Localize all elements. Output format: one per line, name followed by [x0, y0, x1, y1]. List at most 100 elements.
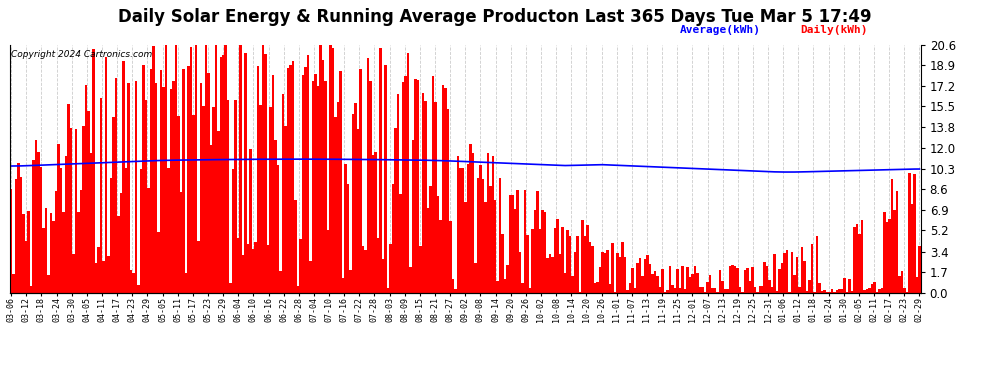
Bar: [507, 266, 509, 292]
Bar: [187, 66, 189, 292]
Bar: [20, 177, 23, 292]
Bar: [210, 145, 212, 292]
Bar: [30, 286, 33, 292]
Text: Daily(kWh): Daily(kWh): [801, 25, 868, 35]
Bar: [454, 288, 456, 292]
Bar: [69, 128, 72, 292]
Bar: [689, 277, 691, 292]
Bar: [763, 262, 766, 292]
Bar: [642, 276, 644, 292]
Bar: [873, 282, 876, 292]
Bar: [254, 242, 257, 292]
Bar: [245, 53, 247, 292]
Bar: [354, 104, 356, 292]
Bar: [886, 222, 888, 292]
Bar: [205, 45, 207, 292]
Bar: [429, 186, 432, 292]
Bar: [80, 190, 82, 292]
Bar: [322, 60, 325, 292]
Bar: [330, 45, 332, 292]
Bar: [502, 234, 504, 292]
Bar: [125, 168, 127, 292]
Bar: [848, 279, 850, 292]
Bar: [709, 275, 711, 292]
Bar: [908, 172, 911, 292]
Bar: [159, 70, 162, 292]
Bar: [901, 272, 903, 292]
Bar: [364, 250, 366, 292]
Bar: [10, 189, 13, 292]
Bar: [651, 274, 653, 292]
Bar: [542, 210, 544, 292]
Bar: [561, 227, 564, 292]
Bar: [202, 106, 205, 292]
Bar: [184, 273, 187, 292]
Bar: [394, 128, 397, 292]
Bar: [806, 291, 809, 292]
Bar: [534, 210, 537, 292]
Bar: [896, 190, 898, 292]
Bar: [701, 287, 704, 292]
Bar: [138, 285, 140, 292]
Bar: [629, 284, 632, 292]
Bar: [888, 219, 891, 292]
Bar: [666, 290, 668, 292]
Bar: [711, 288, 714, 292]
Bar: [356, 129, 359, 292]
Bar: [903, 288, 906, 292]
Bar: [694, 266, 696, 292]
Bar: [279, 271, 282, 292]
Bar: [524, 190, 527, 292]
Bar: [551, 256, 553, 292]
Bar: [446, 109, 449, 292]
Bar: [404, 76, 407, 292]
Bar: [345, 164, 346, 292]
Bar: [637, 263, 639, 292]
Bar: [783, 254, 786, 292]
Bar: [653, 271, 656, 292]
Bar: [434, 102, 437, 292]
Bar: [207, 73, 210, 292]
Bar: [566, 230, 569, 292]
Bar: [382, 259, 384, 292]
Bar: [522, 283, 524, 292]
Bar: [240, 45, 242, 292]
Bar: [48, 274, 50, 292]
Bar: [25, 241, 28, 292]
Bar: [195, 45, 197, 292]
Bar: [517, 190, 519, 292]
Bar: [440, 220, 442, 292]
Bar: [349, 270, 351, 292]
Bar: [876, 291, 878, 292]
Bar: [481, 180, 484, 292]
Bar: [527, 235, 529, 292]
Bar: [639, 258, 642, 292]
Bar: [559, 254, 561, 292]
Bar: [95, 263, 97, 292]
Bar: [162, 87, 164, 292]
Bar: [781, 263, 783, 292]
Bar: [282, 94, 284, 292]
Bar: [793, 275, 796, 292]
Bar: [831, 289, 834, 292]
Bar: [599, 267, 601, 292]
Bar: [634, 288, 637, 292]
Bar: [302, 75, 304, 292]
Bar: [673, 288, 676, 292]
Bar: [379, 48, 382, 292]
Bar: [414, 79, 417, 292]
Bar: [92, 50, 95, 292]
Bar: [589, 242, 591, 292]
Text: Average(kWh): Average(kWh): [679, 25, 760, 35]
Bar: [412, 140, 414, 292]
Bar: [819, 283, 821, 292]
Bar: [451, 279, 454, 292]
Bar: [627, 290, 629, 292]
Bar: [591, 246, 594, 292]
Bar: [251, 249, 254, 292]
Bar: [601, 252, 604, 292]
Bar: [801, 247, 804, 292]
Bar: [257, 66, 259, 292]
Bar: [97, 247, 100, 292]
Bar: [569, 236, 571, 292]
